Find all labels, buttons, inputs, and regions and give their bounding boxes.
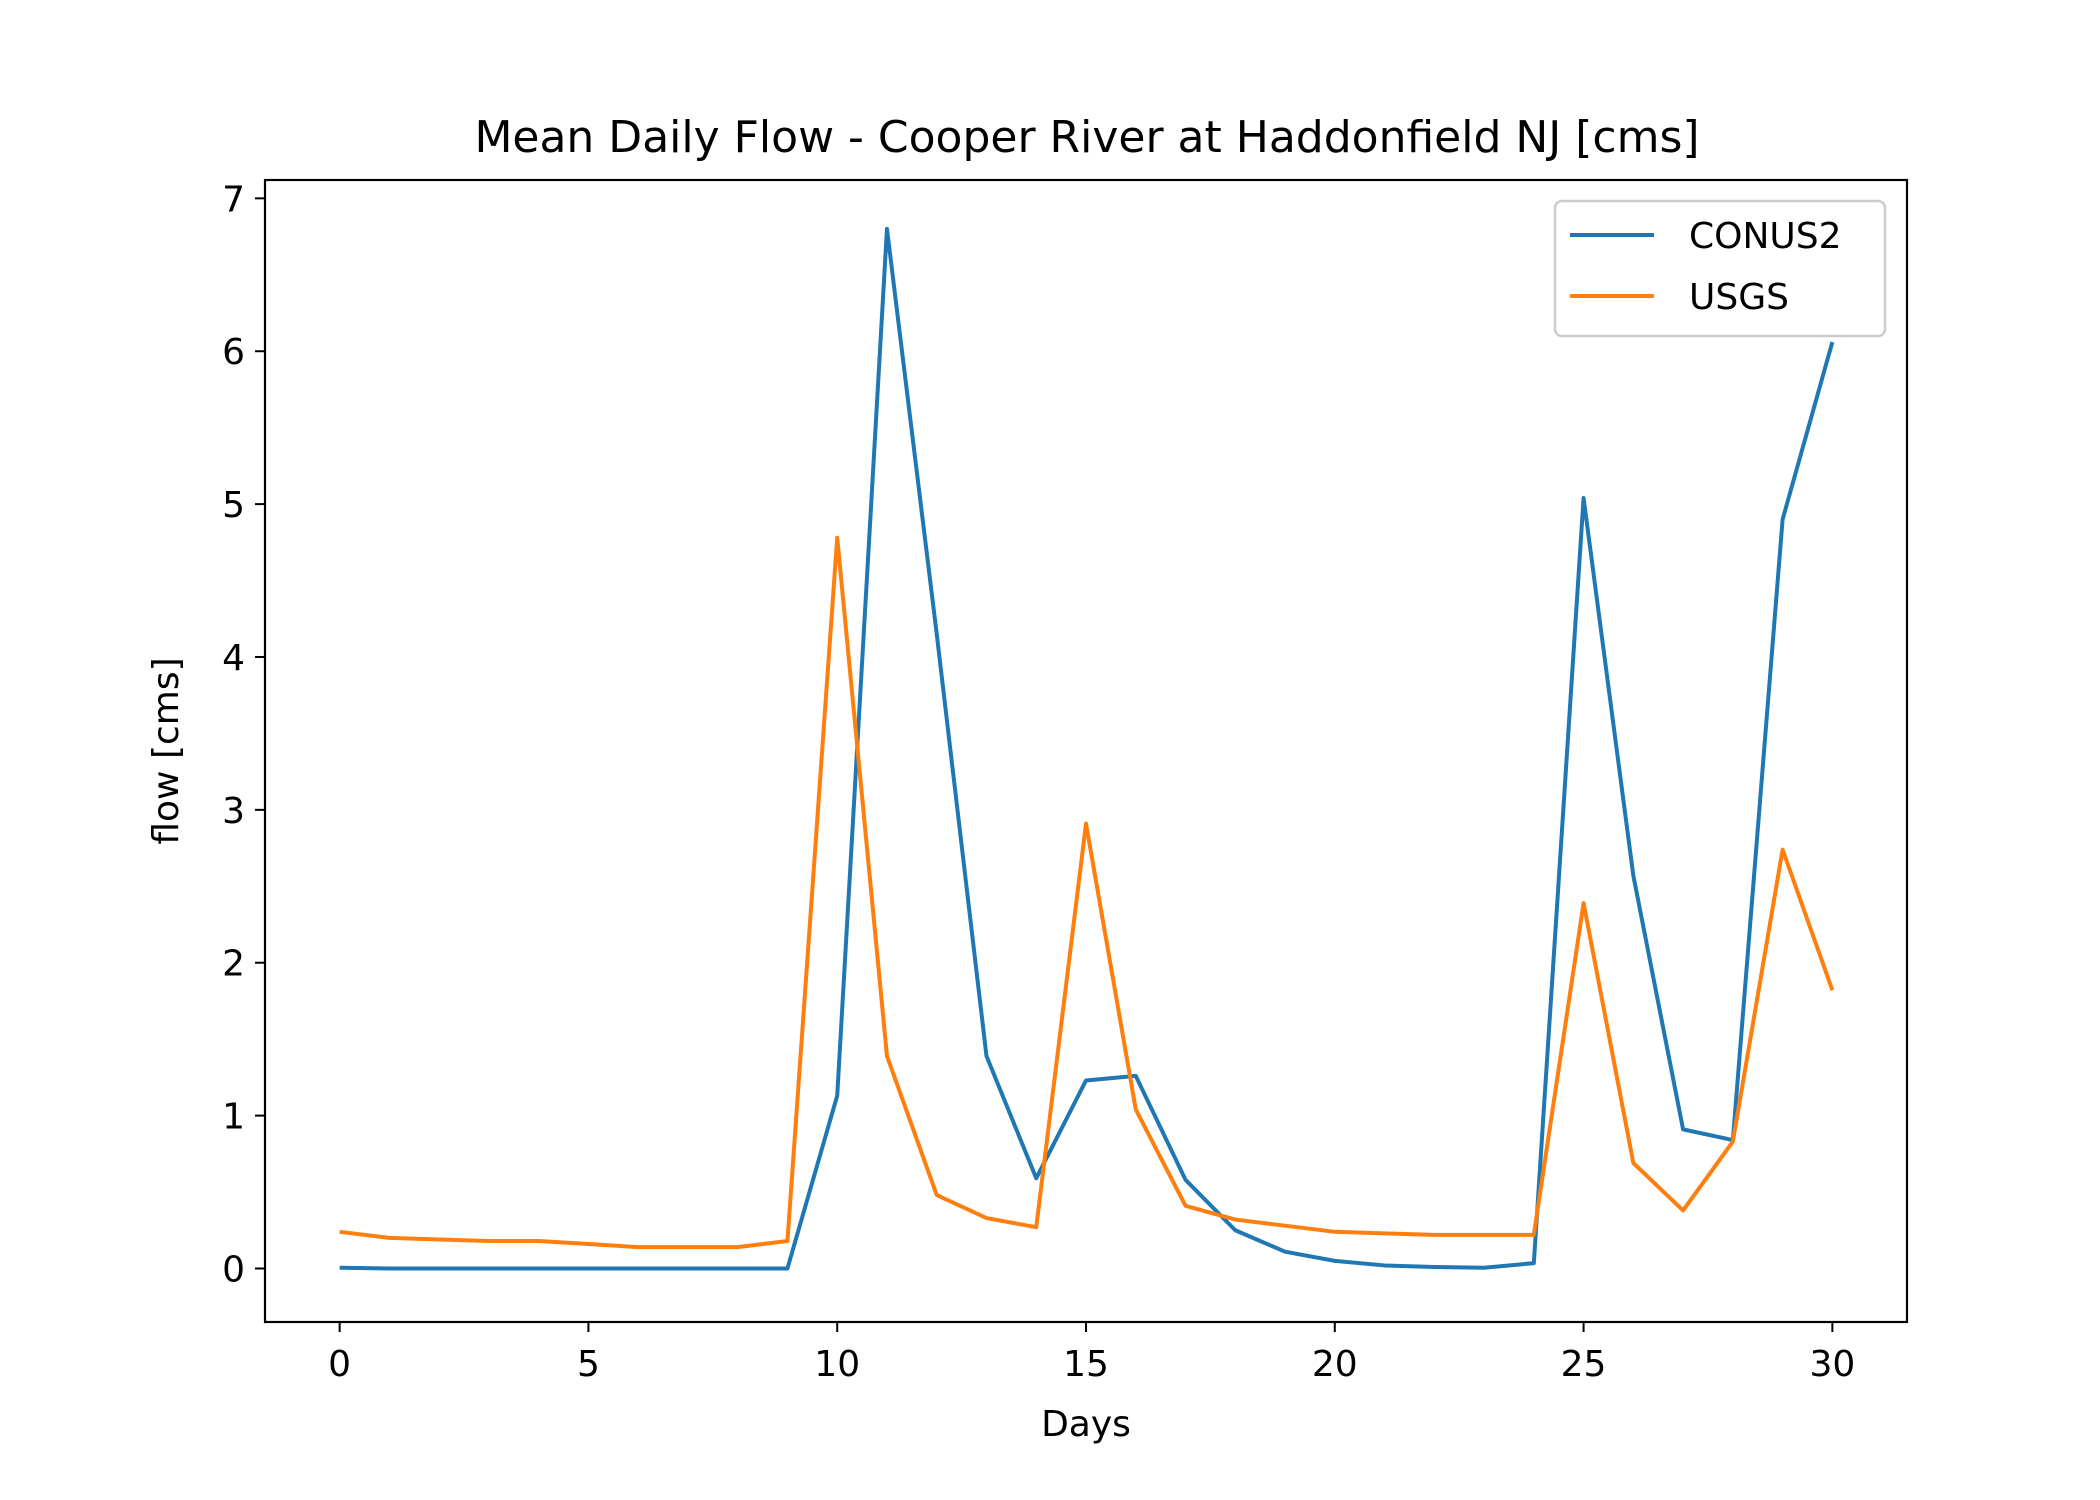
x-axis-label: Days [1041, 1404, 1131, 1445]
y-tick-label: 4 [222, 638, 245, 679]
series-line-usgs [339, 535, 1835, 1250]
y-axis: 0 1 2 3 4 5 6 7 [222, 179, 265, 1290]
x-tick-label: 15 [1063, 1344, 1109, 1385]
legend: CONUS2 USGS [1553, 199, 1887, 338]
x-tick-label: 25 [1561, 1344, 1607, 1385]
legend-label-usgs: USGS [1689, 277, 1789, 318]
series-layer [339, 226, 1835, 1271]
x-tick-label: 30 [1809, 1344, 1855, 1385]
y-tick-label: 6 [222, 332, 245, 373]
y-axis-label: flow [cms] [146, 657, 187, 844]
y-tick-label: 1 [222, 1097, 245, 1138]
chart-title: Mean Daily Flow - Cooper River at Haddon… [474, 112, 1699, 163]
x-axis: 0 5 10 15 20 25 30 [328, 1322, 1855, 1385]
y-tick-label: 7 [222, 179, 245, 220]
x-tick-label: 5 [577, 1344, 600, 1385]
x-tick-label: 10 [814, 1344, 860, 1385]
y-tick-label: 3 [222, 791, 245, 832]
y-tick-label: 0 [222, 1249, 245, 1290]
y-tick-label: 5 [222, 485, 245, 526]
x-tick-label: 0 [328, 1344, 351, 1385]
legend-label-conus2: CONUS2 [1689, 216, 1842, 257]
series-line-conus2 [339, 226, 1835, 1271]
x-tick-label: 20 [1312, 1344, 1358, 1385]
y-tick-label: 2 [222, 944, 245, 985]
